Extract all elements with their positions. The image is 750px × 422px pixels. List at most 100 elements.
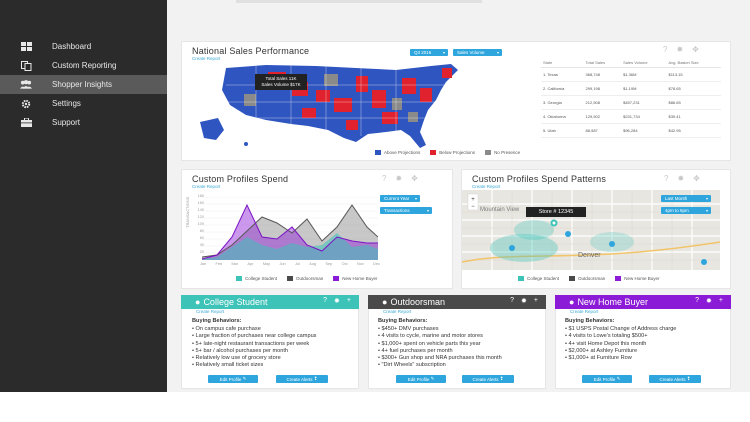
add-icon[interactable]: + (718, 297, 723, 304)
create-alerts-button[interactable]: Create Alerts ❢ (276, 375, 328, 383)
edit-profile-button[interactable]: Edit Profile ✎ (208, 375, 258, 383)
y-tick-label: 20 (199, 250, 204, 254)
sidebar-item-label: Shopper Insights (52, 80, 113, 89)
create-alerts-button[interactable]: Create Alerts ❢ (649, 375, 701, 383)
table-cell: $1.19M (621, 81, 667, 96)
behavior-item: Relatively low use of grocery store (192, 355, 357, 362)
create-report-link[interactable]: Create Report (383, 309, 412, 314)
card-controls: ? ✹ ✥ (664, 174, 700, 183)
move-icon[interactable]: ✥ (692, 45, 699, 54)
x-tick-label: Sep (325, 262, 333, 266)
legend-item[interactable]: College Student (518, 276, 559, 282)
help-icon[interactable]: ? (510, 297, 515, 304)
legend-item[interactable]: Outdoorsman (287, 276, 323, 282)
move-icon[interactable]: ✥ (693, 174, 700, 183)
table-row[interactable]: 4. Oklahoma 129,502 $231,734 $39.41 (541, 109, 721, 124)
behavior-item: 4 visits to Lowe's totaling $500+ (565, 333, 729, 340)
legend-item[interactable]: New Home Buyer (333, 276, 378, 282)
help-icon[interactable]: ? (382, 174, 387, 183)
create-report-link[interactable]: Create Report (196, 309, 225, 314)
help-icon[interactable]: ? (664, 174, 669, 183)
behaviors-heading: Buying Behaviors: (378, 318, 428, 324)
gear-icon[interactable]: ✹ (395, 174, 403, 183)
column-header[interactable]: Sales Volume (621, 58, 667, 68)
gear-icon[interactable]: ✹ (706, 298, 712, 305)
sidebar-item-support[interactable]: Support (0, 113, 167, 132)
gear-icon[interactable]: ✹ (521, 298, 527, 305)
map-pin (701, 259, 707, 265)
table-cell: $1.36M (621, 67, 667, 82)
create-alerts-button[interactable]: Create Alerts ❢ (462, 375, 514, 383)
column-header[interactable]: Avg. Basket Size (666, 58, 721, 68)
table-cell: 4. Oklahoma (541, 109, 584, 124)
legend-item[interactable]: Above Projections (375, 150, 420, 156)
legend-item[interactable]: No Presence (485, 150, 520, 156)
page-footer-area (0, 392, 750, 422)
sidebar-item-custom-reporting[interactable]: Custom Reporting (0, 56, 167, 75)
profiles-legend: College Student Outdoorsman New Home Buy… (236, 276, 378, 282)
sidebar-item-settings[interactable]: Settings (0, 94, 167, 113)
map-pin (609, 241, 615, 247)
table-row[interactable]: 3. Georgia 212,508 $457,231 $86.65 (541, 95, 721, 110)
map-pin (565, 231, 571, 237)
y-tick-label: 80 (199, 229, 204, 233)
profiles-chart[interactable] (202, 197, 378, 261)
table-row[interactable]: 2. California 299,198 $1.19M $78.65 (541, 81, 721, 96)
range-dropdown[interactable]: Last Month (661, 195, 711, 202)
x-tick-label: Feb (215, 262, 223, 266)
create-report-link[interactable]: Create Report (192, 184, 221, 189)
us-map[interactable] (196, 60, 466, 150)
metric-dropdown[interactable]: Sales Volume (453, 49, 502, 56)
behavior-item: Large fraction of purchases near college… (192, 333, 357, 340)
x-tick-label: Aug (309, 262, 317, 266)
users-icon (20, 80, 32, 90)
card-controls: ? ✹ ✥ (663, 45, 699, 54)
sales-table: State Total Sales Sales Volume Avg. Basket … (541, 58, 721, 138)
behavior-item: 5+ late-night restaurant transactions pe… (192, 341, 357, 348)
table-row[interactable]: 5. Utah 88,587 $96,284 $42.95 (541, 123, 721, 138)
transactions-dropdown[interactable]: Transactions (380, 207, 432, 214)
legend-item[interactable]: New Home Buyer (615, 276, 660, 282)
x-tick-label: Oct (341, 262, 348, 266)
top-search-bar[interactable] (236, 0, 482, 3)
hawaii (244, 142, 248, 146)
table-cell: 1. Texas (541, 67, 584, 82)
legend-item[interactable]: Below Projections (430, 150, 475, 156)
x-tick-label: Mar (231, 262, 239, 266)
add-icon[interactable]: + (346, 297, 351, 304)
edit-profile-button[interactable]: Edit Profile ✎ (396, 375, 446, 383)
legend-item[interactable]: Outdoorsman (569, 276, 605, 282)
help-icon[interactable]: ? (695, 297, 700, 304)
year-dropdown[interactable]: Current Year (380, 195, 420, 202)
time-dropdown[interactable]: 4pm to 6pm (661, 207, 711, 214)
gear-icon[interactable]: ✹ (334, 298, 340, 305)
table-cell: 368,748 (583, 67, 622, 82)
y-tick-label: 180 (197, 194, 204, 198)
add-icon[interactable]: + (533, 297, 538, 304)
series-new-home-buyer-line (202, 203, 378, 260)
create-report-link[interactable]: Create Report (472, 184, 501, 189)
help-icon[interactable]: ? (323, 297, 328, 304)
street-map[interactable]: + − (462, 190, 720, 270)
sales-legend: Above Projections Below Projections No P… (375, 150, 520, 156)
x-tick-label: Apr (247, 262, 254, 266)
create-report-link[interactable]: Create Report (192, 56, 221, 61)
period-dropdown[interactable]: Q3 2016 (410, 49, 448, 56)
create-report-link[interactable]: Create Report (570, 309, 599, 314)
sidebar-item-dashboard[interactable]: Dashboard (0, 37, 167, 56)
table-cell: 129,502 (583, 109, 622, 124)
column-header[interactable]: Total Sales (583, 58, 622, 68)
table-row[interactable]: 1. Texas 368,748 $1.36M $113.15 (541, 67, 721, 82)
gear-icon[interactable]: ✹ (676, 45, 684, 54)
legend-item[interactable]: College Student (236, 276, 277, 282)
move-icon[interactable]: ✥ (411, 174, 418, 183)
column-header[interactable]: State (541, 58, 584, 68)
sidebar-item-shopper-insights[interactable]: Shopper Insights (0, 75, 167, 94)
series-outdoorsman-line (202, 204, 378, 258)
y-tick-label: 100 (197, 222, 204, 226)
card-controls: ? ✹ ✥ (382, 174, 418, 183)
sidebar-item-label: Dashboard (52, 42, 92, 51)
gear-icon[interactable]: ✹ (677, 174, 685, 183)
edit-profile-button[interactable]: Edit Profile ✎ (582, 375, 632, 383)
help-icon[interactable]: ? (663, 45, 668, 54)
